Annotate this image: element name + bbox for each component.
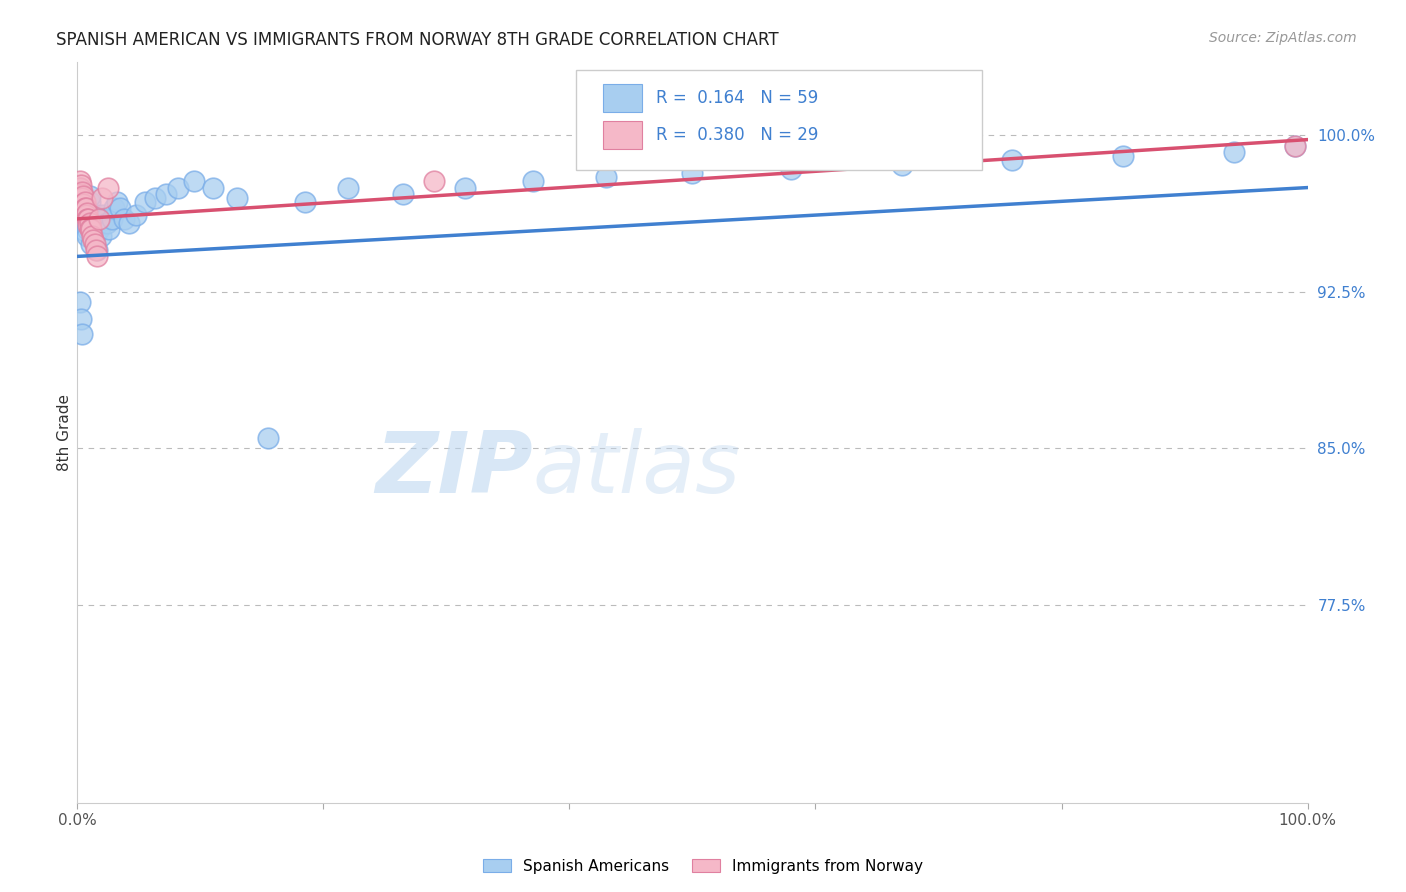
Point <box>90 228 112 243</box>
Point <box>98 222 121 236</box>
Point <box>72 197 94 211</box>
Point <box>105 195 128 210</box>
Point <box>110 202 132 216</box>
Point <box>1223 145 1246 160</box>
Point <box>82 216 104 230</box>
Point <box>780 161 803 176</box>
Point <box>69 295 91 310</box>
FancyBboxPatch shape <box>575 70 981 169</box>
Point <box>167 180 190 194</box>
Text: atlas: atlas <box>533 428 741 511</box>
Point <box>69 180 91 194</box>
Point <box>84 208 107 222</box>
Point <box>70 326 93 341</box>
Point <box>82 222 104 236</box>
Point <box>454 180 477 194</box>
Point <box>89 222 111 236</box>
Point <box>423 174 446 188</box>
Point <box>79 189 101 203</box>
Point <box>134 195 156 210</box>
Point <box>73 224 96 238</box>
Point <box>93 211 115 226</box>
Point <box>143 191 166 205</box>
Point <box>79 195 101 210</box>
Point <box>1284 139 1306 153</box>
Point <box>82 233 104 247</box>
Point <box>226 191 249 205</box>
Point <box>84 243 107 257</box>
Point <box>75 216 97 230</box>
Point <box>75 202 97 216</box>
Y-axis label: 8th Grade: 8th Grade <box>56 394 72 471</box>
FancyBboxPatch shape <box>603 84 643 112</box>
Point <box>82 228 104 243</box>
Point <box>76 228 98 243</box>
Point <box>70 193 93 207</box>
Point <box>77 211 100 226</box>
Point <box>69 174 91 188</box>
Point <box>86 243 108 257</box>
Point <box>70 191 93 205</box>
Point <box>70 186 93 201</box>
Point <box>73 218 96 232</box>
Point <box>103 202 125 216</box>
Text: R =  0.164   N = 59: R = 0.164 N = 59 <box>655 89 818 107</box>
Text: Source: ZipAtlas.com: Source: ZipAtlas.com <box>1209 31 1357 45</box>
Point <box>70 178 93 193</box>
Point <box>76 222 98 236</box>
Point <box>70 312 93 326</box>
Point <box>86 249 108 263</box>
Point <box>83 236 105 251</box>
Point <box>118 216 141 230</box>
FancyBboxPatch shape <box>603 121 643 149</box>
Point <box>75 202 97 216</box>
Point <box>76 211 98 226</box>
Point <box>70 185 93 199</box>
Point <box>1001 153 1024 168</box>
Point <box>337 180 360 194</box>
Point <box>79 216 101 230</box>
Point <box>72 205 94 219</box>
Point <box>73 202 96 216</box>
Point <box>83 228 105 243</box>
Point <box>183 174 205 188</box>
Point <box>77 208 100 222</box>
Point <box>1112 149 1135 163</box>
Point <box>80 222 103 236</box>
Point <box>125 208 148 222</box>
Point <box>87 216 110 230</box>
Point <box>77 218 100 232</box>
Point <box>72 211 94 226</box>
Point <box>96 216 118 230</box>
Point <box>890 158 912 172</box>
Point <box>70 199 93 213</box>
Point <box>257 431 280 445</box>
Point <box>76 205 98 219</box>
Point <box>72 189 94 203</box>
Point <box>73 195 96 210</box>
Point <box>79 222 101 236</box>
Point <box>294 195 316 210</box>
Point <box>70 186 93 201</box>
Point <box>682 166 704 180</box>
Point <box>90 191 114 205</box>
Text: R =  0.380   N = 29: R = 0.380 N = 29 <box>655 126 818 144</box>
Point <box>155 186 177 201</box>
Point <box>522 174 544 188</box>
Point <box>595 170 617 185</box>
Point <box>75 208 97 222</box>
Point <box>90 208 114 222</box>
Point <box>97 180 120 194</box>
Point <box>392 186 415 201</box>
Point <box>112 211 135 226</box>
Point <box>89 211 111 226</box>
Point <box>201 180 224 194</box>
Point <box>69 180 91 194</box>
Text: SPANISH AMERICAN VS IMMIGRANTS FROM NORWAY 8TH GRADE CORRELATION CHART: SPANISH AMERICAN VS IMMIGRANTS FROM NORW… <box>56 31 779 49</box>
Point <box>101 211 124 226</box>
Point <box>80 236 103 251</box>
Legend: Spanish Americans, Immigrants from Norway: Spanish Americans, Immigrants from Norwa… <box>477 853 929 880</box>
Text: ZIP: ZIP <box>375 428 533 511</box>
Point <box>1284 139 1306 153</box>
